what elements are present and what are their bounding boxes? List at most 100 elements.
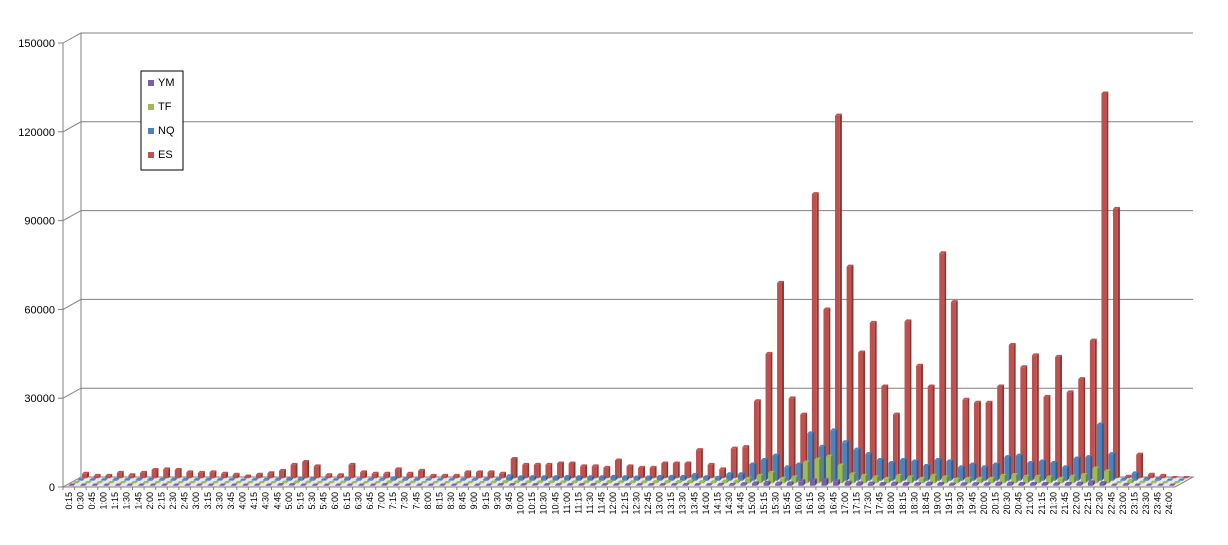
bar-ym bbox=[694, 483, 701, 486]
bar-nq bbox=[900, 458, 907, 481]
y-tick-label: 60000 bbox=[24, 304, 55, 316]
bar-es bbox=[916, 363, 923, 479]
bar-ym bbox=[613, 483, 620, 486]
bars bbox=[68, 91, 1190, 486]
bar-ym bbox=[844, 480, 852, 486]
bar-tf bbox=[976, 476, 984, 484]
bar-nq bbox=[529, 475, 537, 481]
x-tick-label: 13:30 bbox=[678, 492, 688, 515]
bar-ym bbox=[138, 483, 145, 486]
bar-tf bbox=[733, 479, 741, 484]
bar-nq bbox=[761, 458, 768, 481]
bar-tf bbox=[1127, 478, 1135, 484]
bar-tf bbox=[501, 480, 509, 484]
bar-es bbox=[140, 470, 147, 479]
bar-es bbox=[1136, 452, 1144, 479]
bar-es bbox=[522, 462, 530, 479]
bar-es bbox=[1043, 394, 1051, 479]
bar-ym bbox=[809, 478, 817, 486]
bar-es bbox=[533, 462, 541, 479]
bar-ym bbox=[624, 483, 632, 486]
bar-nq bbox=[1131, 471, 1139, 481]
x-tick-label: 3:00 bbox=[191, 492, 201, 510]
bar-es bbox=[406, 471, 414, 479]
x-tick-label: 3:30 bbox=[214, 492, 224, 510]
bar-es bbox=[823, 307, 831, 479]
bar-es bbox=[1020, 365, 1028, 479]
bar-nq bbox=[448, 478, 456, 481]
bar-ym bbox=[995, 481, 1003, 486]
bar-tf bbox=[999, 473, 1007, 484]
bar-ym bbox=[485, 483, 493, 486]
bar-es bbox=[1008, 343, 1016, 479]
bar-nq bbox=[1143, 477, 1151, 481]
bar-nq bbox=[297, 476, 305, 481]
x-tick-label: 23:30 bbox=[1141, 492, 1151, 515]
bar-nq bbox=[911, 459, 919, 481]
bar-tf bbox=[617, 480, 625, 484]
x-tick-label: 10:45 bbox=[550, 492, 560, 515]
bar-ym bbox=[381, 483, 389, 486]
x-tick-label: 16:45 bbox=[828, 492, 838, 515]
bar-ym bbox=[601, 483, 609, 486]
bar-ym bbox=[879, 481, 887, 486]
x-tick-label: 23:00 bbox=[1118, 492, 1128, 515]
bar-nq bbox=[1154, 477, 1162, 481]
bar-ym bbox=[717, 482, 725, 486]
x-tick-label: 10:00 bbox=[516, 492, 526, 515]
x-tick-label: 23:45 bbox=[1153, 492, 1163, 515]
bar-nq bbox=[286, 476, 293, 481]
bar-es bbox=[939, 251, 947, 479]
bar-es bbox=[974, 400, 981, 479]
bar-tf bbox=[200, 480, 208, 484]
x-tick-label: 6:30 bbox=[353, 492, 363, 510]
bar-nq bbox=[830, 428, 838, 481]
bar-ym bbox=[856, 481, 864, 486]
x-tick-label: 2:30 bbox=[168, 492, 178, 510]
gridline bbox=[62, 210, 1193, 222]
x-tick-label: 6:00 bbox=[330, 492, 340, 510]
bar-tf bbox=[594, 480, 602, 484]
bar-nq bbox=[726, 472, 734, 481]
legend-item-tf: TF bbox=[148, 101, 172, 113]
bar-tf bbox=[918, 476, 926, 484]
bar-tf bbox=[640, 480, 648, 484]
bar-tf bbox=[351, 480, 358, 484]
bar-ym bbox=[126, 483, 134, 486]
x-tick-label: 9:45 bbox=[504, 492, 514, 510]
bar-tf bbox=[281, 480, 289, 484]
bar-tf bbox=[791, 475, 799, 484]
bar-es bbox=[742, 445, 750, 479]
x-tick-label: 8:15 bbox=[434, 492, 444, 510]
x-tick-label: 21:30 bbox=[1048, 492, 1058, 515]
bar-ym bbox=[114, 483, 122, 486]
bar-nq bbox=[483, 477, 490, 481]
bar-nq bbox=[865, 452, 873, 481]
bar-es bbox=[626, 464, 634, 479]
bar-ym bbox=[1111, 483, 1118, 486]
bar-tf bbox=[84, 480, 92, 484]
bar-tf bbox=[1173, 480, 1181, 484]
bar-nq bbox=[807, 431, 815, 481]
bar-tf bbox=[397, 480, 405, 484]
bar-ym bbox=[392, 483, 400, 486]
bar-ym bbox=[833, 479, 840, 486]
bar-nq bbox=[123, 478, 131, 481]
x-tick-label: 8:30 bbox=[446, 492, 456, 510]
x-tick-label: 18:15 bbox=[898, 492, 908, 515]
bar-es bbox=[371, 471, 379, 479]
x-tick-label: 16:15 bbox=[805, 492, 815, 515]
bar-nq bbox=[1027, 460, 1035, 481]
bar-nq bbox=[401, 477, 409, 481]
bar-tf bbox=[432, 480, 440, 484]
bar-ym bbox=[404, 483, 412, 486]
bar-es bbox=[765, 351, 773, 479]
bar-tf bbox=[1161, 480, 1169, 484]
bar-es bbox=[1101, 91, 1109, 479]
x-tick-label: 19:00 bbox=[933, 492, 943, 515]
bar-es bbox=[869, 320, 877, 479]
bar-ym bbox=[103, 483, 111, 486]
bar-es bbox=[475, 470, 483, 479]
x-tick-label: 14:00 bbox=[701, 492, 711, 515]
bar-nq bbox=[969, 462, 977, 481]
